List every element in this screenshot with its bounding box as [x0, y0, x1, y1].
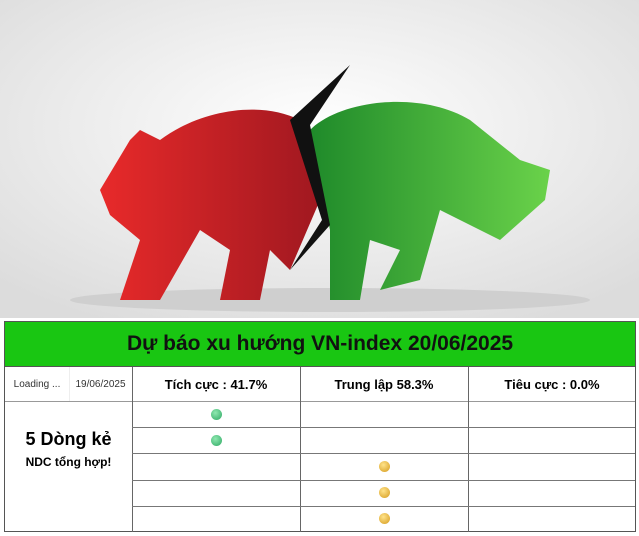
- row-divider: [132, 505, 635, 507]
- bear-shape: [100, 109, 320, 300]
- bull-shape: [310, 101, 550, 301]
- positive-signal-dot: [210, 408, 222, 420]
- divider-crack: [290, 65, 350, 270]
- signal-row-3: [300, 453, 468, 479]
- neutral-signal-dot: [378, 513, 390, 525]
- loading-label: Loading ...: [13, 378, 61, 390]
- positive-signal-dot: [210, 434, 222, 446]
- row-divider: [132, 427, 635, 429]
- prev-date: 19/06/2025: [75, 378, 126, 390]
- side-title: 5 Dòng kẻ: [25, 428, 112, 449]
- table-title: Dự báo xu hướng VN-index 20/06/2025: [5, 322, 635, 367]
- forecast-table: Dự báo xu hướng VN-index 20/06/2025 Load…: [4, 321, 636, 532]
- row-divider: [132, 453, 635, 455]
- bear-bull-illustration: [0, 0, 639, 318]
- neutral-signal-dot: [378, 487, 390, 499]
- signal-row-2: [132, 427, 300, 453]
- signal-row-5: [300, 506, 468, 532]
- positive-header: Tích cực : 41.7%: [164, 376, 268, 392]
- row-divider: [132, 479, 635, 481]
- neutral-header: Trung lập 58.3%: [334, 376, 434, 392]
- signal-row-1: [132, 401, 300, 427]
- negative-header: Tiêu cực : 0.0%: [504, 376, 600, 392]
- neutral-signal-dot: [378, 460, 390, 472]
- signal-row-4: [300, 480, 468, 506]
- side-subtitle: NDC tổng hợp!: [25, 455, 112, 469]
